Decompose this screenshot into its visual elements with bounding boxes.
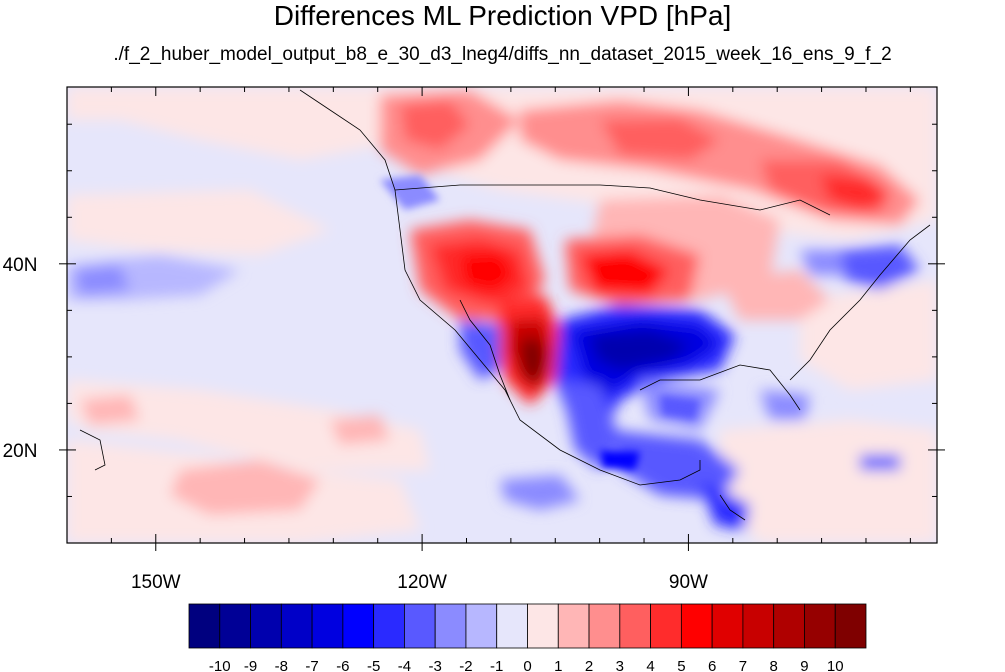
colorbar-label: -3 xyxy=(429,658,442,672)
coastline-lines xyxy=(79,89,931,521)
page-title: Differences ML Prediction VPD [hPa] xyxy=(273,0,732,31)
subtitle: ./f_2_huber_model_output_b8_e_30_d3_lneg… xyxy=(113,44,892,65)
colorbar-box xyxy=(342,603,375,649)
colorbar-box xyxy=(404,603,436,649)
colorbar-label: 8 xyxy=(770,658,778,672)
colorbar-box xyxy=(588,603,621,649)
colorbar-box xyxy=(311,603,344,649)
colorbar-box xyxy=(711,603,744,649)
colorbar-label: 10 xyxy=(827,658,844,672)
colorbar-label: 0 xyxy=(523,658,531,672)
colorbar-box xyxy=(804,603,836,649)
colorbar-label: 6 xyxy=(708,658,716,672)
colorbar-label: -1 xyxy=(490,658,503,672)
colorbar-label: -8 xyxy=(275,658,288,672)
colorbar-label: -9 xyxy=(244,658,257,672)
map-tick-labels: 150W 120W 90W 20N 40N xyxy=(3,255,708,593)
colorbar-box xyxy=(650,603,682,649)
y-tick-label: 20N xyxy=(3,441,38,462)
colorbar-label: -10 xyxy=(209,658,231,672)
colorbar-box xyxy=(742,603,775,649)
colorbar-box xyxy=(527,603,559,649)
x-tick-label: 120W xyxy=(397,572,447,593)
colorbar-label: -5 xyxy=(367,658,380,672)
map-tick-marks xyxy=(59,87,945,551)
colorbar-box xyxy=(619,603,651,649)
colorbar-box xyxy=(465,603,498,649)
colorbar-box xyxy=(496,603,528,649)
contour-field xyxy=(67,87,937,543)
colorbar-box xyxy=(434,603,467,649)
colorbar-label: 1 xyxy=(554,658,562,672)
colorbar-box xyxy=(680,603,713,649)
x-tick-label: 150W xyxy=(131,572,181,593)
map-frame xyxy=(66,86,938,544)
colorbar-box xyxy=(280,603,313,649)
colorbar-label: 3 xyxy=(616,658,624,672)
colorbar-box xyxy=(557,603,590,649)
colorbar-label: -7 xyxy=(305,658,318,672)
colorbar-label: -6 xyxy=(336,658,349,672)
colorbar-label: 2 xyxy=(585,658,593,672)
colorbar-box xyxy=(250,603,282,649)
colorbar-box xyxy=(373,603,405,649)
colorbar-boxes xyxy=(188,603,867,649)
colorbar-label: -2 xyxy=(459,658,472,672)
colorbar-label: 9 xyxy=(800,658,808,672)
colorbar-label: 7 xyxy=(739,658,747,672)
colorbar-label: -4 xyxy=(398,658,411,672)
colorbar-box xyxy=(219,603,251,649)
colorbar-box xyxy=(188,603,221,649)
x-tick-label: 90W xyxy=(669,572,708,593)
colorbar-box xyxy=(834,603,867,649)
y-tick-label: 40N xyxy=(3,255,38,276)
colorbar-label: 4 xyxy=(646,658,654,672)
colorbar-labels: -10 -9 -8 -7 -6 -5 -4 -3 -2 -1 0 1 2 3 4 5 6 7 8 9 10 xyxy=(209,658,844,672)
colorbar-label: 5 xyxy=(677,658,685,672)
colorbar-box xyxy=(773,603,805,649)
